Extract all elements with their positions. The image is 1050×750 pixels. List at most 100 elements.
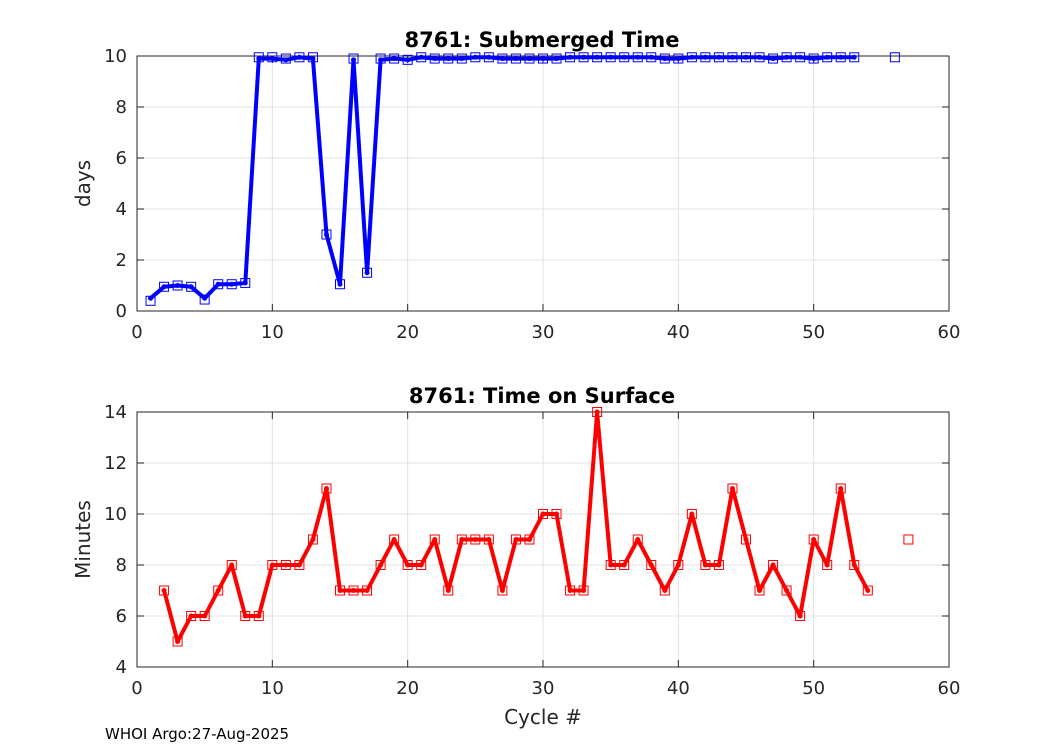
- y-tick-label: 8: [116, 555, 127, 576]
- line-point: [432, 537, 438, 542]
- x-tick-label: 0: [131, 678, 142, 699]
- line-point: [472, 537, 478, 542]
- line-point: [202, 613, 208, 619]
- line-point: [675, 56, 681, 62]
- line-point: [567, 54, 573, 60]
- data-marker: [781, 585, 792, 596]
- data-marker: [795, 52, 806, 63]
- line-point: [770, 56, 776, 62]
- data-marker: [362, 585, 373, 596]
- line-point: [797, 613, 803, 619]
- y-tick-label: 4: [116, 199, 127, 220]
- data-marker: [375, 560, 386, 570]
- line-point: [716, 54, 722, 60]
- data-marker: [510, 534, 521, 545]
- data-marker: [673, 53, 684, 64]
- submerged-time-chart: 0 10 20 30 40 50 60 0 2 4 6 8 10 8761: Submerged Time…: [71, 28, 960, 343]
- x-tick-label: 60: [938, 322, 961, 343]
- line-point: [581, 54, 587, 60]
- data-marker: [781, 52, 792, 63]
- line-point: [648, 562, 654, 568]
- line-point: [526, 56, 532, 62]
- data-marker: [741, 534, 751, 545]
- data-marker: [497, 585, 508, 596]
- data-marker: [429, 53, 440, 64]
- line-point: [865, 588, 871, 593]
- line-point: [310, 537, 316, 542]
- x-tick-label: 40: [667, 678, 690, 699]
- data-marker: [375, 53, 386, 64]
- data-marker: [578, 585, 589, 596]
- line-point: [784, 588, 790, 593]
- line-point: [621, 54, 627, 60]
- line-point: [635, 537, 641, 542]
- data-marker: [903, 534, 914, 545]
- data-marker: [686, 509, 697, 519]
- line-point: [323, 486, 329, 491]
- data-marker: [321, 483, 332, 494]
- line-point: [499, 56, 505, 62]
- line-point: [161, 588, 167, 593]
- line-point: [702, 562, 708, 568]
- data-marker: [727, 52, 738, 63]
- line-point: [635, 54, 641, 60]
- data-marker: [172, 636, 183, 647]
- data-marker: [483, 52, 494, 63]
- line-point: [215, 588, 221, 593]
- data-marker: [186, 281, 197, 292]
- line-point: [581, 588, 587, 593]
- data-marker: [524, 534, 535, 545]
- data-marker: [294, 560, 305, 570]
- data-marker: [524, 53, 535, 64]
- line-point: [459, 537, 465, 542]
- data-marker: [145, 295, 156, 306]
- data-marker: [470, 52, 481, 63]
- y-tick-label: 14: [104, 402, 127, 423]
- data-marker: [700, 52, 711, 63]
- line-point: [229, 562, 235, 568]
- data-marker: [551, 53, 562, 64]
- line-point: [283, 57, 289, 63]
- data-marker: [632, 534, 643, 545]
- data-marker: [226, 279, 237, 290]
- x-axis-label: Cycle #: [504, 705, 582, 729]
- data-marker: [592, 407, 603, 417]
- line-point: [296, 562, 302, 568]
- data-marker: [456, 53, 467, 64]
- data-marker: [443, 53, 454, 64]
- line-point: [242, 280, 248, 286]
- data-marker: [362, 267, 373, 278]
- line-point: [283, 562, 289, 568]
- line-point: [418, 54, 424, 60]
- x-tick-label: 50: [802, 322, 825, 343]
- data-marker: [443, 585, 454, 596]
- line-point: [405, 57, 411, 63]
- data-marker: [619, 560, 630, 570]
- data-marker: [605, 52, 616, 63]
- line-point: [499, 588, 505, 593]
- line-point: [526, 537, 532, 542]
- y-axis-label: days: [71, 160, 95, 207]
- line-point: [824, 54, 830, 60]
- line-point: [337, 281, 343, 287]
- data-marker: [822, 52, 833, 63]
- data-marker: [619, 52, 630, 63]
- y-tick-label: 10: [104, 46, 127, 67]
- data-marker: [199, 294, 210, 305]
- chart-title: 8761: Time on Surface: [409, 384, 675, 408]
- line-point: [702, 54, 708, 60]
- x-tick-label: 50: [802, 678, 825, 699]
- line-point: [323, 232, 329, 237]
- data-marker: [186, 611, 197, 621]
- y-tick-label: 6: [116, 606, 127, 627]
- data-marker: [429, 534, 440, 545]
- line-point: [202, 295, 208, 301]
- line-point: [513, 537, 519, 542]
- line-point: [269, 56, 275, 62]
- axes-frame: [136, 411, 950, 668]
- line-point: [675, 562, 681, 568]
- data-marker: [808, 53, 819, 64]
- y-tick-label: 2: [116, 250, 127, 271]
- line-point: [215, 281, 221, 287]
- line-point: [608, 54, 614, 60]
